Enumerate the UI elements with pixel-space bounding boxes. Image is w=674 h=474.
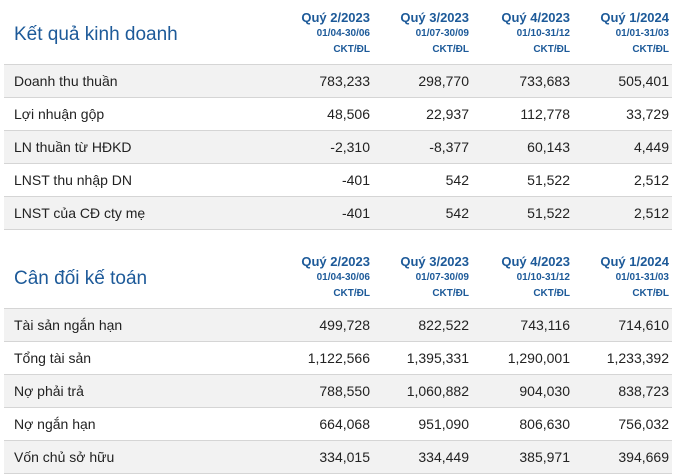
row-label: Nợ phải trả [14,383,84,399]
quarter-label: Quý 1/2024 [600,254,669,269]
audit-status: CKT/ĐL [432,288,469,299]
column-header[interactable]: Quý 1/2024 01/01-31/03 CKT/ĐL [569,254,669,302]
balance-sheet-section: Cân đối kế toán Quý 2/2023 01/04-30/06 C… [4,248,672,474]
date-range: 01/10-31/12 [516,272,570,283]
date-range: 01/01-31/03 [615,28,669,39]
cell-value: 1,060,882 [406,383,469,399]
table-row: LNST của CĐ cty mẹ -401 542 51,522 2,512 [4,197,672,230]
cell-value: 838,723 [618,383,669,399]
quarter-label: Quý 3/2023 [400,254,469,269]
row-label: LNST của CĐ cty mẹ [14,205,146,221]
row-label: LNST thu nhập DN [14,172,133,188]
cell-value: 951,090 [418,416,469,432]
cell-value: 743,116 [520,317,570,333]
cell-value: 48,506 [327,106,370,122]
cell-value: -401 [341,172,370,188]
cell-value: 385,971 [519,449,570,465]
cell-value: 783,233 [319,73,370,89]
cell-value: -2,310 [330,139,370,155]
balance-sheet-title[interactable]: Cân đối kế toán [14,268,148,289]
table-row: Nợ phải trả 788,550 1,060,882 904,030 83… [4,375,672,408]
row-label: Tài sản ngắn hạn [14,317,123,333]
cell-value: 788,550 [319,383,370,399]
cell-value: 2,512 [633,205,669,221]
table-row: Tài sản ngắn hạn 499,728 822,522 743,116… [4,309,672,342]
table-row: Doanh thu thuần 783,233 298,770 733,683 … [4,65,672,98]
cell-value: 904,030 [519,383,570,399]
cell-value: 1,395,331 [406,350,469,366]
date-range: 01/04-30/06 [316,28,370,39]
business-results-section: Kết quả kinh doanh Quý 2/2023 01/04-30/0… [4,4,672,230]
cell-value: 756,032 [618,416,669,432]
cell-value: 664,068 [319,416,370,432]
column-header[interactable]: Quý 3/2023 01/07-30/09 CKT/ĐL [369,254,469,302]
column-header[interactable]: Quý 3/2023 01/07-30/09 CKT/ĐL [369,10,469,58]
date-range: 01/10-31/12 [516,28,570,39]
cell-value: 733,683 [519,73,570,89]
row-label: Doanh thu thuần [14,73,118,89]
row-label: Tổng tài sản [14,350,92,366]
row-label: LN thuần từ HĐKD [14,139,132,155]
quarter-label: Quý 2/2023 [301,254,370,269]
cell-value: 60,143 [527,139,570,155]
date-range: 01/07-30/09 [415,28,469,39]
cell-value: 394,669 [618,449,669,465]
cell-value: 1,290,001 [507,350,570,366]
cell-value: 2,512 [633,172,669,188]
date-range: 01/04-30/06 [316,272,370,283]
audit-status: CKT/ĐL [432,44,469,55]
cell-value: 51,522 [527,205,570,221]
table-row: LN thuần từ HĐKD -2,310 -8,377 60,143 4,… [4,131,672,164]
cell-value: 822,522 [418,317,469,333]
quarter-label: Quý 2/2023 [301,10,370,25]
audit-status: CKT/ĐL [333,44,370,55]
cell-value: 542 [445,205,469,221]
audit-status: CKT/ĐL [632,44,669,55]
cell-value: 51,522 [527,172,570,188]
cell-value: 33,729 [626,106,669,122]
column-header[interactable]: Quý 2/2023 01/04-30/06 CKT/ĐL [270,254,370,302]
row-label: Vốn chủ sở hữu [14,449,115,465]
cell-value: 298,770 [418,73,469,89]
cell-value: 714,610 [618,317,669,333]
cell-value: 806,630 [519,416,570,432]
table-row: Vốn chủ sở hữu 334,015 334,449 385,971 3… [4,441,672,474]
column-header[interactable]: Quý 1/2024 01/01-31/03 CKT/ĐL [569,10,669,58]
row-label: Nợ ngắn hạn [14,416,96,432]
audit-status: CKT/ĐL [333,288,370,299]
column-header[interactable]: Quý 4/2023 01/10-31/12 CKT/ĐL [470,254,570,302]
column-header[interactable]: Quý 2/2023 01/04-30/06 CKT/ĐL [270,10,370,58]
audit-status: CKT/ĐL [533,44,570,55]
date-range: 01/07-30/09 [415,272,469,283]
column-header[interactable]: Quý 4/2023 01/10-31/12 CKT/ĐL [470,10,570,58]
audit-status: CKT/ĐL [533,288,570,299]
date-range: 01/01-31/03 [615,272,669,283]
cell-value: 22,937 [426,106,469,122]
quarter-label: Quý 4/2023 [501,10,570,25]
table-row: Nợ ngắn hạn 664,068 951,090 806,630 756,… [4,408,672,441]
audit-status: CKT/ĐL [632,288,669,299]
cell-value: 334,449 [418,449,469,465]
cell-value: 4,449 [633,139,669,155]
cell-value: 1,233,392 [606,350,669,366]
quarter-label: Quý 1/2024 [600,10,669,25]
cell-value: 1,122,566 [307,350,370,366]
business-results-header: Kết quả kinh doanh Quý 2/2023 01/04-30/0… [4,4,672,65]
quarter-label: Quý 4/2023 [501,254,570,269]
cell-value: 112,778 [520,106,570,122]
quarter-label: Quý 3/2023 [400,10,469,25]
cell-value: 542 [445,172,469,188]
cell-value: 505,401 [618,73,669,89]
cell-value: 334,015 [319,449,370,465]
cell-value: 499,728 [319,317,370,333]
cell-value: -401 [341,205,370,221]
table-row: LNST thu nhập DN -401 542 51,522 2,512 [4,164,672,197]
row-label: Lợi nhuận gộp [14,106,105,122]
table-row: Tổng tài sản 1,122,566 1,395,331 1,290,0… [4,342,672,375]
business-results-title[interactable]: Kết quả kinh doanh [14,24,178,45]
balance-sheet-header: Cân đối kế toán Quý 2/2023 01/04-30/06 C… [4,248,672,309]
cell-value: -8,377 [429,139,469,155]
table-row: Lợi nhuận gộp 48,506 22,937 112,778 33,7… [4,98,672,131]
